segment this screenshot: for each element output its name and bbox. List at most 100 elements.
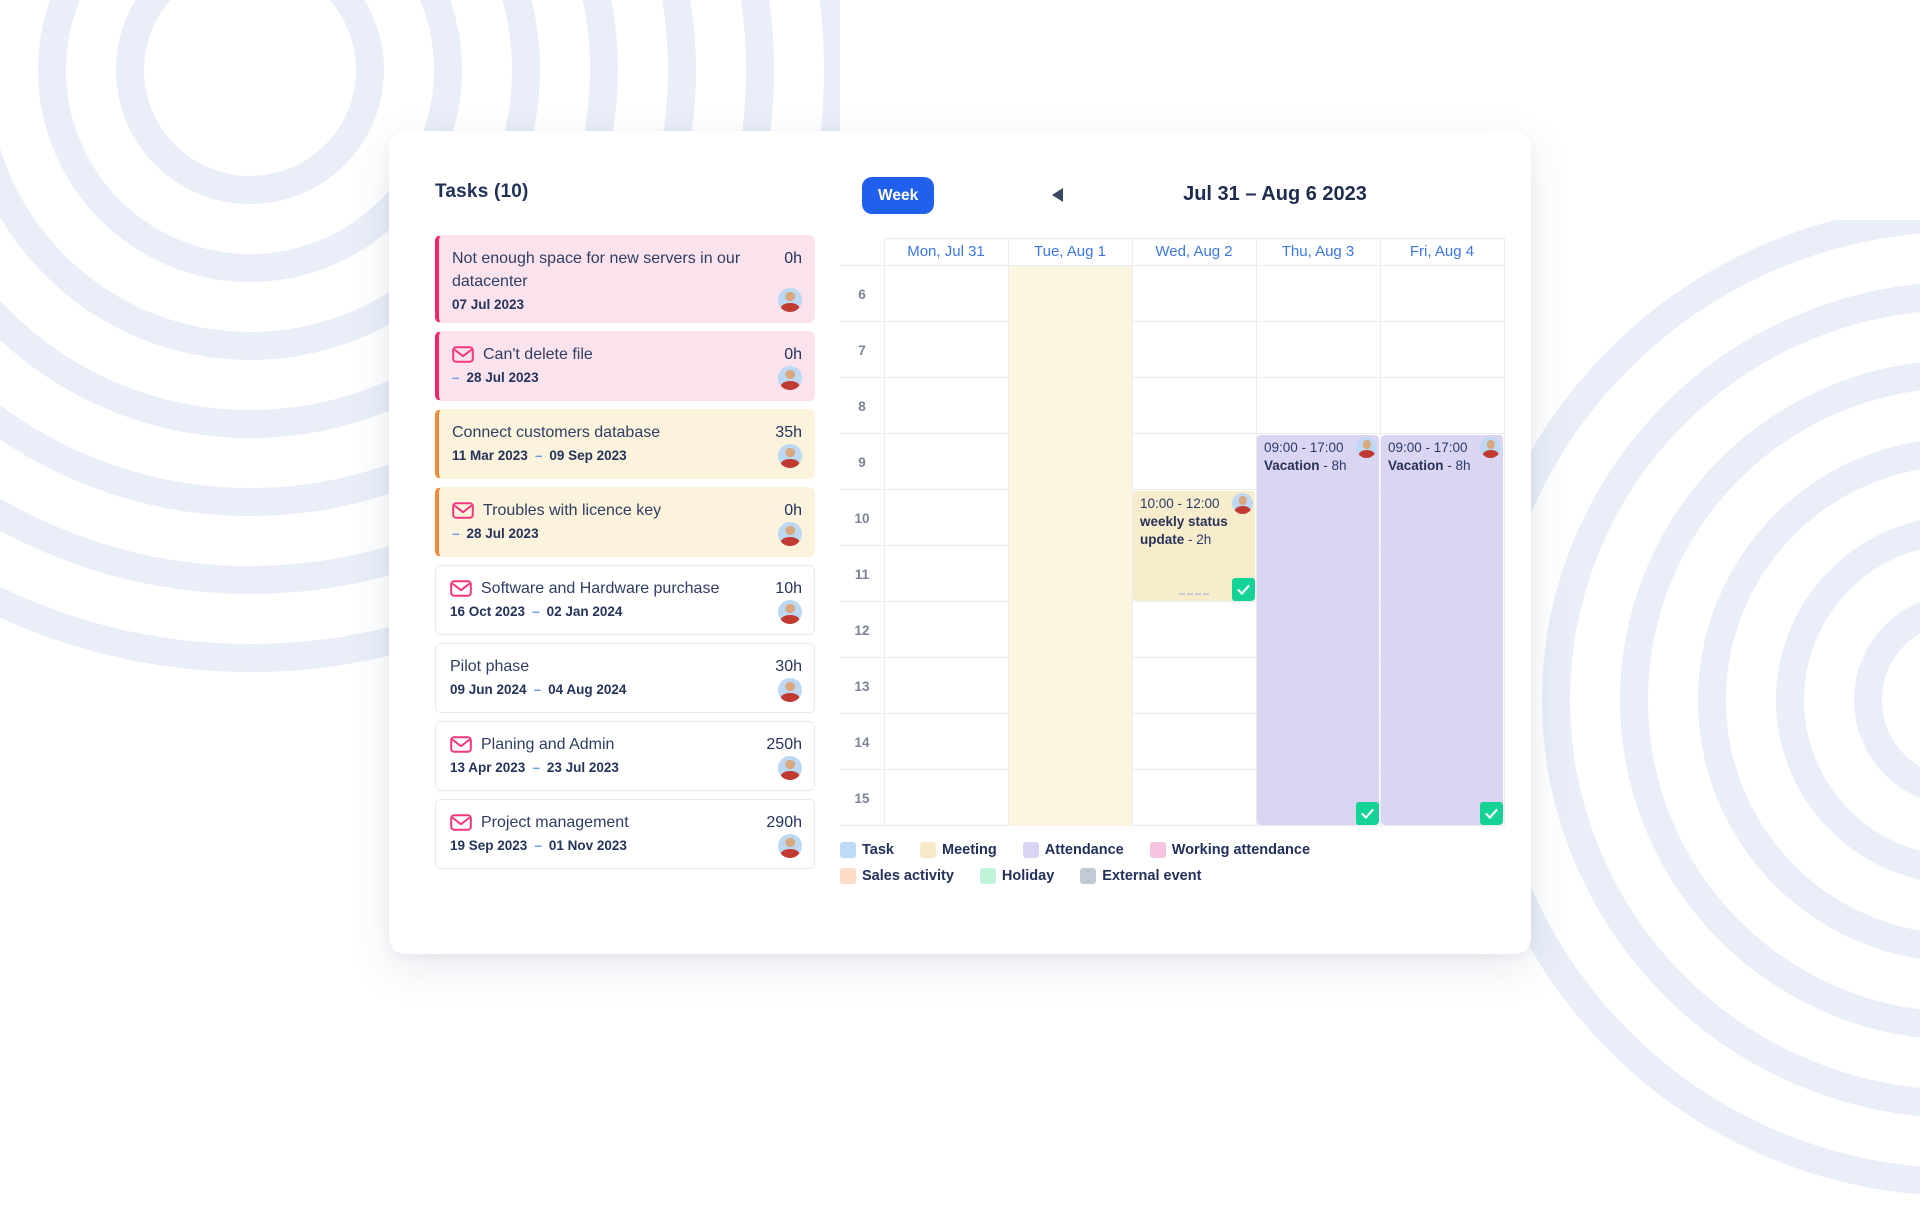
legend-label: Meeting <box>941 842 997 858</box>
task-date-end: 04 Aug 2024 <box>548 682 627 697</box>
assignee-avatar <box>778 444 802 468</box>
task-card-side: 250h <box>766 733 802 780</box>
check-icon[interactable] <box>1356 802 1379 825</box>
task-card[interactable]: Connect customers database 11 Mar 2023 –… <box>435 409 815 479</box>
legend-label: Working attendance <box>1171 842 1311 858</box>
calendar-event[interactable]: 10:00 - 12:00 weekly status update - 2h <box>1133 491 1255 601</box>
legend-label: External event <box>1102 868 1202 884</box>
check-icon[interactable] <box>1232 578 1255 601</box>
task-hours: 0h <box>784 502 802 519</box>
task-card-main: Not enough space for new servers in our … <box>452 247 770 312</box>
task-list: Not enough space for new servers in our … <box>435 235 815 919</box>
legend-label: Holiday <box>1001 868 1055 884</box>
task-title: Connect customers database <box>452 424 661 441</box>
task-card[interactable]: Not enough space for new servers in our … <box>435 235 815 323</box>
hour-label: 14 <box>854 734 870 750</box>
legend-color-swatch <box>840 842 856 858</box>
task-card[interactable]: Can't delete file – 28 Jul 2023 0h <box>435 331 815 401</box>
assignee-avatar <box>778 366 802 390</box>
calendar-range-title: Jul 31 – Aug 6 2023 <box>1183 183 1367 205</box>
event-time: 09:00 - 17:00 <box>1388 440 1468 455</box>
event-title: Vacation <box>1388 458 1444 473</box>
tasks-panel-title: Tasks (10) <box>435 181 529 202</box>
task-hours: 30h <box>775 658 802 675</box>
event-duration: - 2h <box>1188 532 1212 547</box>
task-card[interactable]: Software and Hardware purchase 16 Oct 20… <box>435 565 815 635</box>
assignee-avatar <box>778 600 802 624</box>
task-hours: 290h <box>766 814 802 831</box>
event-time: 09:00 - 17:00 <box>1264 440 1344 455</box>
legend-row: Sales activity Holiday External event <box>840 868 1504 884</box>
legend-color-swatch <box>979 868 996 884</box>
task-date-end: 01 Nov 2023 <box>548 838 627 853</box>
task-title: Not enough space for new servers in our … <box>452 250 741 290</box>
task-date-start: 13 Apr 2023 <box>450 760 526 775</box>
legend-label: Sales activity <box>862 868 954 884</box>
legend-label: Task <box>862 842 894 858</box>
hour-label: 15 <box>854 790 870 806</box>
task-card[interactable]: Troubles with licence key – 28 Jul 2023 … <box>435 487 815 557</box>
task-hours: 250h <box>766 736 802 753</box>
hour-label: 6 <box>858 286 866 302</box>
date-range-dash: – <box>452 526 460 541</box>
day-header-cell: Fri, Aug 4 <box>1409 243 1475 260</box>
calendar-grid: Mon, Jul 31 Tue, Aug 1 Wed, Aug 2 Thu, A… <box>840 238 1505 826</box>
legend-item: Meeting <box>919 842 997 858</box>
task-date-end: 28 Jul 2023 <box>466 370 539 385</box>
task-date-start: 07 Jul 2023 <box>452 297 525 312</box>
task-card[interactable]: Pilot phase 09 Jun 2024 – 04 Aug 2024 30… <box>435 643 815 713</box>
task-dates: – 28 Jul 2023 <box>452 526 770 541</box>
task-hours: 0h <box>784 250 802 267</box>
week-view-button[interactable]: Week <box>862 177 935 214</box>
day-header-row: Mon, Jul 31 Tue, Aug 1 Wed, Aug 2 Thu, A… <box>840 238 1504 266</box>
task-card[interactable]: Planing and Admin 13 Apr 2023 – 23 Jul 2… <box>435 721 815 791</box>
legend-item: Holiday <box>979 868 1055 884</box>
legend-label: Attendance <box>1044 842 1124 858</box>
attendee-avatar <box>1356 437 1377 458</box>
day-header-cell: Wed, Aug 2 <box>1155 243 1233 260</box>
hour-label: 13 <box>854 678 870 694</box>
hour-label: 11 <box>854 566 870 582</box>
chevron-left-icon[interactable] <box>1052 188 1063 202</box>
date-range-dash: – <box>533 682 542 697</box>
task-date-start: 19 Sep 2023 <box>450 838 528 853</box>
task-card-main: Planing and Admin 13 Apr 2023 – 23 Jul 2… <box>450 733 758 780</box>
mail-icon <box>450 814 472 831</box>
drag-handle-icon[interactable] <box>1179 593 1209 595</box>
task-card-main: Pilot phase 09 Jun 2024 – 04 Aug 2024 <box>450 655 767 702</box>
mail-icon <box>452 502 474 519</box>
assignee-avatar <box>778 522 802 546</box>
task-dates: – 28 Jul 2023 <box>452 370 770 385</box>
task-hours: 10h <box>775 580 802 597</box>
date-range-dash: – <box>532 760 540 775</box>
background-swirl-top-left <box>0 0 840 672</box>
calendar-event[interactable]: 09:00 - 17:00 Vacation - 8h <box>1257 435 1379 825</box>
event-duration: - 8h <box>1323 458 1347 473</box>
task-title: Can't delete file <box>483 346 593 363</box>
task-title: Troubles with licence key <box>483 502 662 519</box>
event-title: Vacation <box>1264 458 1320 473</box>
attendee-avatar <box>1232 493 1253 514</box>
task-date-end: 23 Jul 2023 <box>546 760 619 775</box>
highlighted-day-column <box>1008 266 1132 826</box>
task-date-start: 16 Oct 2023 <box>450 604 526 619</box>
task-card-main: Connect customers database 11 Mar 2023 –… <box>452 421 767 468</box>
legend-item: Task <box>840 842 894 858</box>
hour-label: 10 <box>854 510 870 526</box>
event-text: weekly status update - 2h <box>1140 513 1248 549</box>
task-card[interactable]: Project management 19 Sep 2023 – 01 Nov … <box>435 799 815 869</box>
legend-color-swatch <box>1149 842 1166 858</box>
legend-item: Attendance <box>1022 842 1124 858</box>
task-card-main: Can't delete file – 28 Jul 2023 <box>452 343 770 390</box>
legend-item: Sales activity <box>840 868 954 884</box>
mail-icon <box>450 736 472 753</box>
check-icon[interactable] <box>1480 802 1503 825</box>
task-card-side: 0h <box>778 343 802 390</box>
calendar-event[interactable]: 09:00 - 17:00 Vacation - 8h <box>1381 435 1503 825</box>
task-dates: 09 Jun 2024 – 04 Aug 2024 <box>450 682 767 697</box>
task-card-side: 290h <box>766 811 802 858</box>
task-card-side: 0h <box>778 499 802 546</box>
calendar-header: Week Jul 31 – Aug 6 2023 <box>840 177 1504 214</box>
hour-gutter-spacer <box>840 238 884 265</box>
legend-item: External event <box>1080 868 1201 884</box>
